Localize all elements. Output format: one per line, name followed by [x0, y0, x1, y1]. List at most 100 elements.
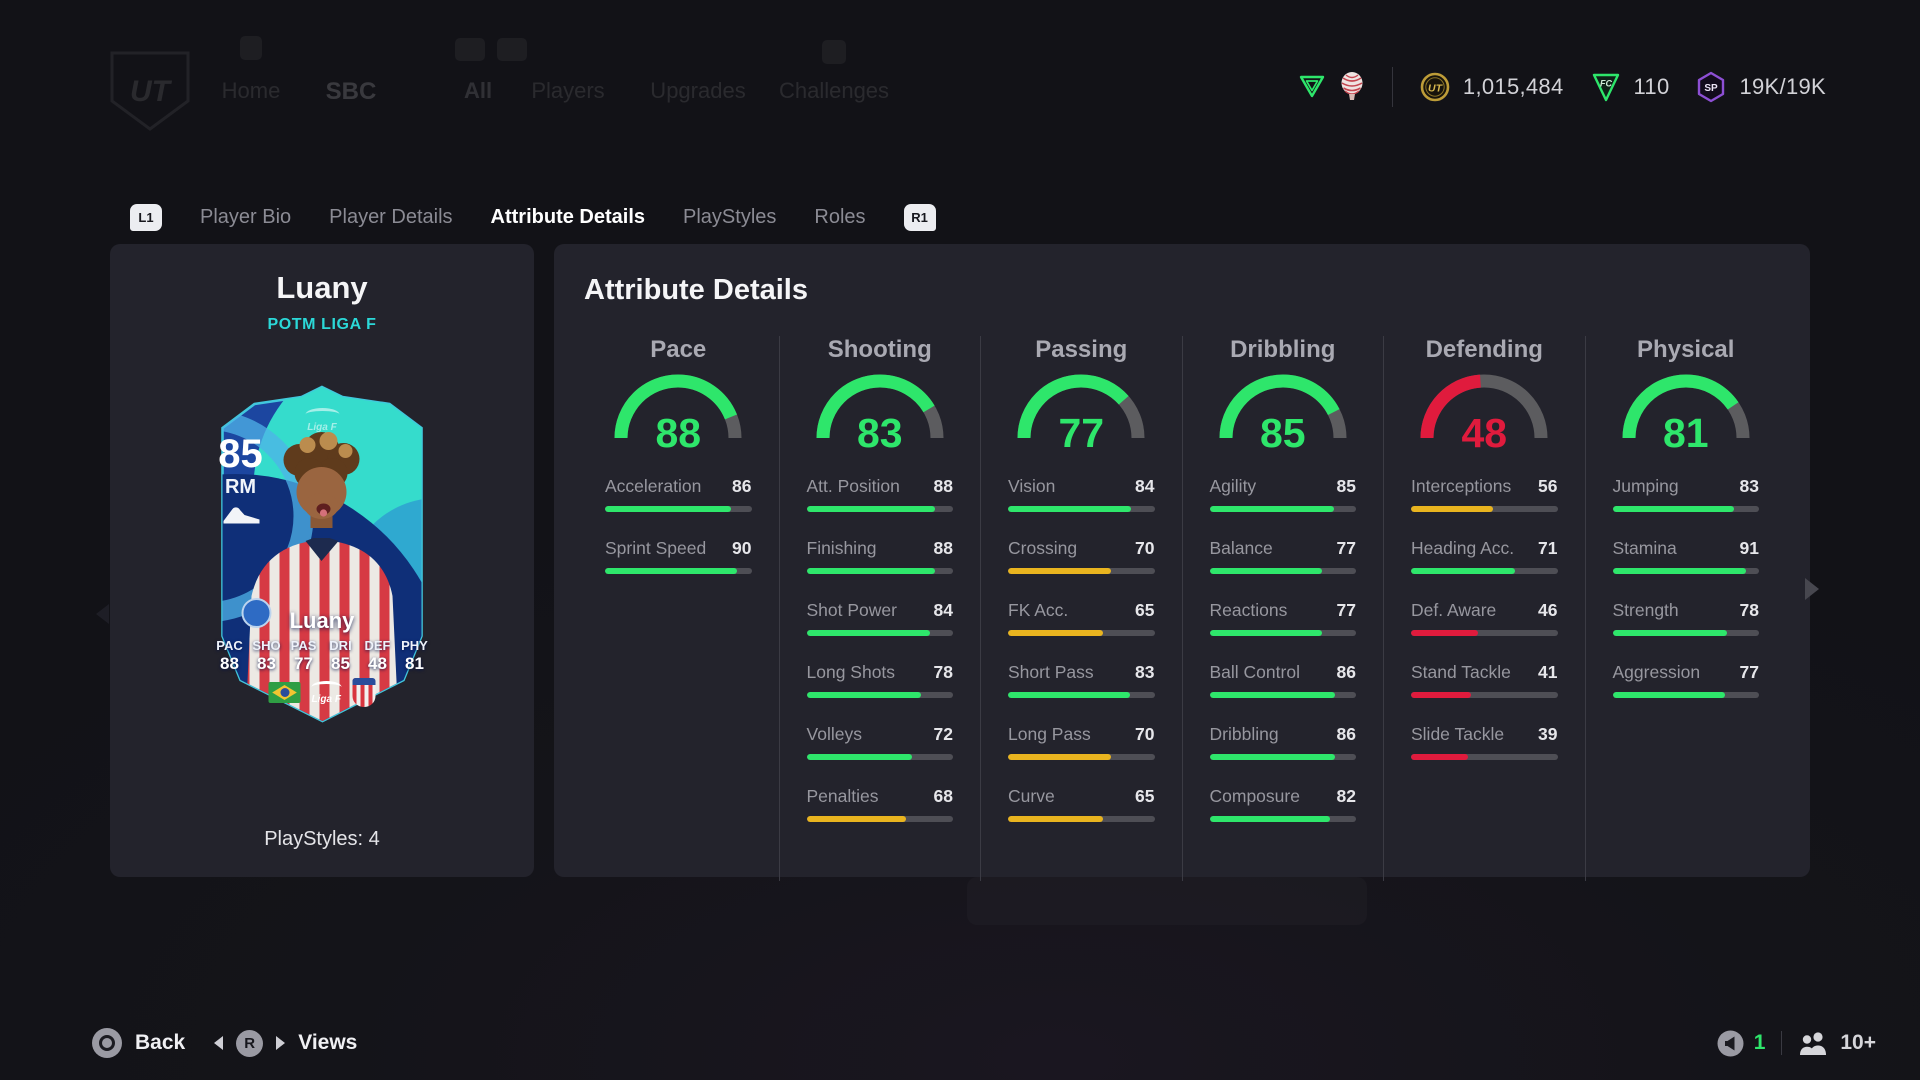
card-rating: 85: [218, 432, 263, 476]
background-panel-ghost: [967, 877, 1367, 925]
attribute-group-title: Passing: [1035, 336, 1128, 363]
stat-label: Shot Power: [806, 600, 897, 620]
attribute-group-physical: Physical 81 Jumping 83 Stamina 91 Streng…: [1584, 336, 1787, 881]
stat-label: Stand Tackle: [1411, 662, 1511, 682]
stat-row: Interceptions 56: [1411, 476, 1558, 512]
stat-row: FK Acc. 65: [1008, 600, 1155, 636]
panel-title: Attribute Details: [584, 274, 808, 306]
attribute-group-title: Defending: [1425, 336, 1543, 363]
stat-label: Balance: [1209, 538, 1273, 558]
attribute-gauge: 77: [1015, 370, 1147, 454]
stat-label: Composure: [1209, 786, 1300, 806]
stat-row: Dribbling 86: [1209, 724, 1356, 760]
stat-bar: [806, 568, 953, 574]
stat-value: 90: [732, 538, 752, 558]
stat-value: 46: [1538, 600, 1558, 620]
divider: [1781, 1031, 1783, 1055]
stat-row: Shot Power 84: [806, 600, 953, 636]
stat-row: Long Shots 78: [806, 662, 953, 698]
players-online-icon: [1800, 1032, 1827, 1055]
stat-value: 65: [1135, 786, 1155, 806]
stat-row: Stamina 91: [1612, 538, 1759, 574]
stat-row: Crossing 70: [1008, 538, 1155, 574]
footer-left: Back R Views: [92, 1026, 357, 1060]
attribute-gauge-value: 77: [1058, 410, 1105, 456]
stat-bar: [1209, 816, 1356, 822]
attribute-group-shooting: Shooting 83 Att. Position 88 Finishing 8…: [778, 336, 981, 881]
stat-row: Sprint Speed 90: [605, 538, 752, 574]
stat-value: 86: [1336, 662, 1356, 682]
stat-value: 88: [933, 538, 953, 558]
views-button[interactable]: Views: [298, 1031, 358, 1054]
stat-row: Stand Tackle 41: [1411, 662, 1558, 698]
stat-value: 84: [1135, 476, 1155, 496]
stat-label: Crossing: [1008, 538, 1078, 558]
stat-value: 39: [1538, 724, 1558, 744]
attribute-gauge: 88: [612, 370, 744, 454]
arrow-right-icon[interactable]: [276, 1036, 286, 1050]
attribute-gauge: 83: [814, 370, 946, 454]
attribute-group-passing: Passing 77 Vision 84 Crossing 70 FK Acc.…: [980, 336, 1182, 881]
stat-label: Stamina: [1612, 538, 1677, 558]
attribute-gauge-value: 48: [1461, 410, 1508, 456]
tab-playstyles[interactable]: PlayStyles: [683, 206, 777, 228]
stat-bar: [1008, 692, 1155, 698]
stat-value: 91: [1739, 538, 1759, 558]
stat-bar: [806, 630, 953, 636]
attribute-gauge: 81: [1620, 370, 1752, 454]
tab-player-bio[interactable]: Player Bio: [200, 206, 292, 228]
stat-label: Sprint Speed: [605, 538, 707, 558]
stat-value: 72: [933, 724, 953, 744]
season-progress: 19K/19K: [1739, 74, 1826, 99]
stat-row: Reactions 77: [1209, 600, 1356, 636]
card-position: RM: [224, 476, 257, 498]
stat-label: Long Pass: [1008, 724, 1091, 744]
stat-bar: [1411, 754, 1558, 760]
stat-value: 84: [933, 600, 953, 620]
tab-player-details[interactable]: Player Details: [329, 206, 453, 228]
stat-value: 82: [1336, 786, 1356, 806]
card-player-name: Luany: [289, 608, 355, 633]
tab-roles[interactable]: Roles: [814, 206, 866, 228]
back-button[interactable]: Back: [135, 1031, 186, 1054]
stat-bar: [1008, 506, 1155, 512]
stat-label: Dribbling: [1209, 724, 1279, 744]
attribute-gauge-value: 88: [655, 410, 702, 456]
currency-bar: UT 1,015,484 FC 110 SP 19K/19K: [1298, 64, 1826, 110]
player-card: Liga F 85 RM Luany PAC 88 SHO 83 PAS 77 DRI 85 D…: [200, 384, 445, 724]
tab-attribute-details[interactable]: Attribute Details: [490, 206, 646, 228]
chevron-right-icon[interactable]: [1805, 578, 1819, 600]
stat-value: 70: [1135, 724, 1155, 744]
lb-button-icon: [455, 38, 485, 61]
stat-value: 78: [1739, 600, 1759, 620]
stat-label: Strength: [1612, 600, 1679, 620]
arrow-left-icon[interactable]: [214, 1036, 224, 1050]
stat-value: 77: [1336, 600, 1356, 620]
stat-bar: [806, 692, 953, 698]
stat-label: Att. Position: [806, 476, 900, 496]
nav-item-sbc: SBC: [325, 78, 377, 105]
card-stat-row: PAC 88 SHO 83 PAS 77 DRI 85 DEF 48 PHY 81: [212, 638, 433, 673]
chevron-left-icon[interactable]: [96, 604, 109, 624]
attribute-group-title: Shooting: [827, 336, 932, 363]
r-stick-button-icon[interactable]: R: [236, 1029, 264, 1057]
nav-item-all: All: [463, 78, 493, 103]
divider: [1391, 67, 1393, 107]
circle-button-icon[interactable]: [92, 1028, 122, 1058]
stat-bar: [1209, 630, 1356, 636]
attribute-gauge-value: 81: [1662, 410, 1709, 456]
stat-bar: [1612, 692, 1759, 698]
stat-label: Finishing: [806, 538, 877, 558]
stat-row: Att. Position 88: [806, 476, 953, 512]
stat-bar: [1411, 506, 1558, 512]
stat-bar: [806, 754, 953, 760]
l1-button-icon: L1: [130, 204, 162, 231]
stat-bar: [806, 506, 953, 512]
stat-row: Agility 85: [1209, 476, 1356, 512]
svg-text:UT: UT: [1428, 83, 1444, 95]
stat-label: Curve: [1008, 786, 1055, 806]
stat-label: Vision: [1008, 476, 1056, 496]
stat-row: Jumping 83: [1612, 476, 1759, 512]
stat-row: Short Pass 83: [1008, 662, 1155, 698]
stat-bar: [1612, 630, 1759, 636]
